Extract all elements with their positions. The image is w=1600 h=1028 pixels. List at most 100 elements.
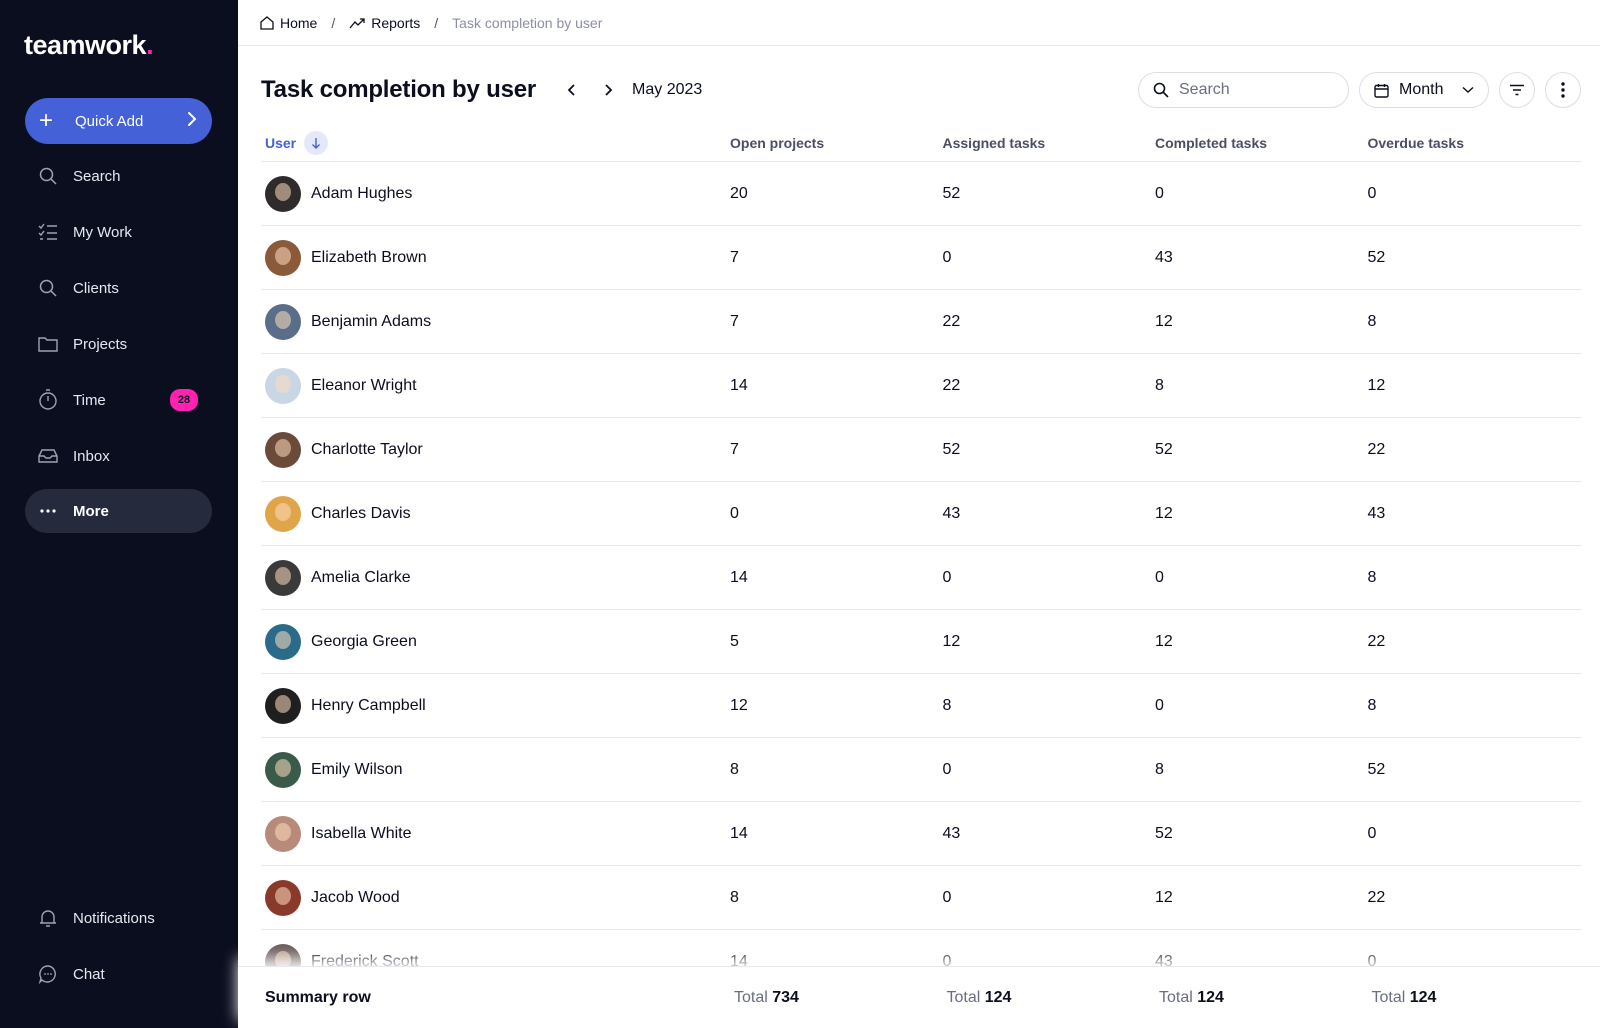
search-icon <box>1153 82 1169 98</box>
sidebar-item-chat[interactable]: Chat <box>25 952 212 996</box>
avatar <box>265 623 301 660</box>
title-bar: Task completion by user May 2023 Month <box>261 70 1581 110</box>
search-box[interactable] <box>1138 72 1349 108</box>
avatar <box>265 367 301 404</box>
overdue-tasks-cell: 22 <box>1367 632 1386 650</box>
sidebar-item-projects[interactable]: Projects <box>25 322 212 366</box>
user-cell[interactable]: Eleanor Wright <box>261 367 730 404</box>
assigned-tasks-cell: 8 <box>942 696 952 714</box>
search-icon <box>37 165 59 187</box>
overdue-tasks-cell: 22 <box>1367 888 1386 906</box>
user-cell[interactable]: Adam Hughes <box>261 175 730 212</box>
user-cell[interactable]: Charlotte Taylor <box>261 431 730 468</box>
user-cell[interactable]: Jacob Wood <box>261 879 730 916</box>
assigned-tasks-cell: 52 <box>942 184 961 202</box>
sidebar-item-clients[interactable]: Clients <box>25 266 212 310</box>
completed-tasks-cell: 12 <box>1155 632 1173 650</box>
sidebar-item-my-work[interactable]: My Work <box>25 210 212 254</box>
open-projects-cell: 7 <box>730 440 739 458</box>
column-header-assigned-tasks[interactable]: Assigned tasks <box>942 134 1046 151</box>
more-options-button[interactable] <box>1545 72 1581 108</box>
user-cell[interactable]: Amelia Clarke <box>261 559 730 596</box>
table-row[interactable]: Henry Campbell 12 8 0 8 <box>261 674 1581 738</box>
summary-row-label: Summary row <box>265 988 371 1006</box>
open-projects-cell: 8 <box>730 888 739 906</box>
user-name: Isabella White <box>311 824 412 842</box>
avatar <box>265 175 301 212</box>
completed-tasks-cell: 0 <box>1155 568 1164 586</box>
overdue-tasks-cell: 0 <box>1367 952 1377 970</box>
avatar <box>265 239 301 276</box>
column-header-open-projects[interactable]: Open projects <box>730 134 825 151</box>
summary-assigned-tasks: Total 124 <box>946 988 1012 1006</box>
quick-add-button[interactable]: + Quick Add <box>25 98 212 144</box>
range-select[interactable]: Month <box>1359 72 1489 108</box>
table-row[interactable]: Jacob Wood 8 0 12 22 <box>261 866 1581 930</box>
chevron-right-icon <box>605 84 613 96</box>
sidebar-item-search[interactable]: Search <box>25 154 212 198</box>
sidebar: teamwork. + Quick Add Search My Work Cli… <box>0 0 238 1028</box>
overdue-tasks-cell: 8 <box>1367 568 1377 586</box>
user-cell[interactable]: Charles Davis <box>261 495 730 532</box>
toolbar: Month <box>1138 72 1581 108</box>
teamwork-logo[interactable]: teamwork. <box>24 30 154 60</box>
range-select-label: Month <box>1399 81 1444 98</box>
column-header-completed-tasks[interactable]: Completed tasks <box>1155 134 1268 151</box>
assigned-tasks-cell: 0 <box>942 888 952 906</box>
user-name: Elizabeth Brown <box>311 248 427 266</box>
breadcrumb-home[interactable]: Home <box>260 15 317 31</box>
breadcrumb-reports-label: Reports <box>371 14 421 31</box>
table-row[interactable]: Charlotte Taylor 7 52 52 22 <box>261 418 1581 482</box>
filter-button[interactable] <box>1499 72 1535 108</box>
table-row[interactable]: Georgia Green 5 12 12 22 <box>261 610 1581 674</box>
overdue-tasks-cell: 8 <box>1367 312 1377 330</box>
user-cell[interactable]: Emily Wilson <box>261 751 730 788</box>
breadcrumb-reports[interactable]: Reports <box>349 15 420 31</box>
avatar <box>265 559 301 596</box>
period-label: May 2023 <box>632 81 703 98</box>
open-projects-cell: 14 <box>730 952 748 970</box>
table-row[interactable]: Adam Hughes 20 52 0 0 <box>261 162 1581 226</box>
table-row[interactable]: Benjamin Adams 7 22 12 8 <box>261 290 1581 354</box>
home-icon <box>260 15 274 30</box>
user-cell[interactable]: Benjamin Adams <box>261 303 730 340</box>
user-name: Georgia Green <box>311 632 417 650</box>
table-row[interactable]: Charles Davis 0 43 12 43 <box>261 482 1581 546</box>
table-row[interactable]: Eleanor Wright 14 22 8 12 <box>261 354 1581 418</box>
table-row[interactable]: Amelia Clarke 14 0 0 8 <box>261 546 1581 610</box>
user-cell[interactable]: Georgia Green <box>261 623 730 660</box>
previous-period-button[interactable] <box>558 76 586 104</box>
table-row[interactable]: Isabella White 14 43 52 0 <box>261 802 1581 866</box>
overdue-tasks-cell: 0 <box>1367 184 1377 202</box>
table-row[interactable]: Elizabeth Brown 7 0 43 52 <box>261 226 1581 290</box>
assigned-tasks-cell: 22 <box>942 376 961 394</box>
assigned-tasks-cell: 43 <box>942 504 961 522</box>
chevron-left-icon <box>567 84 575 96</box>
search-input[interactable] <box>1179 81 1329 99</box>
chevron-down-icon <box>1462 86 1474 93</box>
column-header-overdue-tasks[interactable]: Overdue tasks <box>1367 134 1465 151</box>
summary-row: Summary row Total 734 Total 124 Total 12… <box>238 966 1600 1028</box>
timer-icon <box>37 389 59 411</box>
table-row[interactable]: Emily Wilson 8 0 8 52 <box>261 738 1581 802</box>
breadcrumb-separator: / <box>434 14 439 31</box>
avatar <box>265 431 301 468</box>
user-cell[interactable]: Elizabeth Brown <box>261 239 730 276</box>
sidebar-item-notifications[interactable]: Notifications <box>25 896 212 940</box>
time-count-badge: 28 <box>170 389 198 411</box>
column-header-label: User <box>265 134 297 151</box>
sidebar-item-label: Chat <box>73 965 105 983</box>
sidebar-item-time[interactable]: Time 28 <box>25 378 212 422</box>
sidebar-item-inbox[interactable]: Inbox <box>25 434 212 478</box>
sidebar-item-more[interactable]: More <box>25 489 212 533</box>
completed-tasks-cell: 52 <box>1155 824 1173 842</box>
user-cell[interactable]: Henry Campbell <box>261 687 730 724</box>
sort-descending-icon[interactable] <box>304 130 329 155</box>
column-header-user[interactable]: User <box>261 130 730 155</box>
next-period-button[interactable] <box>594 76 622 104</box>
user-name: Adam Hughes <box>311 184 413 202</box>
user-name: Benjamin Adams <box>311 312 432 330</box>
user-cell[interactable]: Isabella White <box>261 815 730 852</box>
open-projects-cell: 7 <box>730 248 739 266</box>
folder-icon <box>37 333 59 355</box>
